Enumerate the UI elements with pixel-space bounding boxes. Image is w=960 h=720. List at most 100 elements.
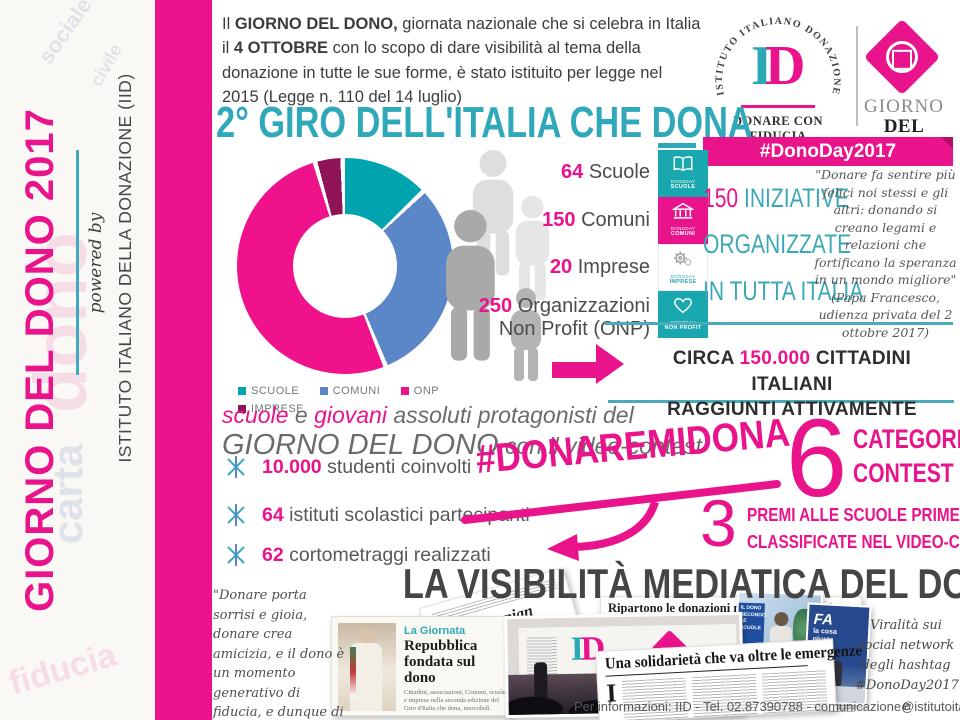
star-bullet-icon [227,456,245,478]
iniziative-text: ORGANIZZATE [703,229,852,260]
stat-value: 20 [549,256,573,278]
arrow-right-head [596,344,624,384]
stat-label: Scuole [583,161,650,183]
chart-legend: SCUOLE COMUNI ONP IMPRESE [238,382,498,418]
arrow-right-icon [552,362,598,378]
intro-bold: 4 OTTOBRE [233,39,329,58]
gears-icon [673,251,692,266]
stat-label: Organizzazioni [512,295,650,317]
stat-imprese: 20 Imprese [550,256,650,279]
premi-number: 3 [700,486,737,560]
intro-paragraph: Il GIORNO DEL DONO, giornata nazionale c… [222,12,702,110]
stat-label: Comuni [575,209,650,231]
legend-label: IMPRESE [251,403,305,415]
legend-swatch [238,387,246,395]
reach-number: 150.000 [739,348,811,369]
iniziative-block: 150 INIZIATIVE ORGANIZZATE IN TUTTA ITAL… [703,175,909,314]
swoosh-arrow-icon [461,480,781,561]
stat-value: 250 [478,295,513,317]
legend-item: COMUNI [319,385,381,397]
watermark-panel: sociale civile dono carta fiducia GIORNO… [0,0,155,720]
legend-swatch [319,387,328,395]
donut-hole [293,214,397,318]
iid-logo-letter-d: D [765,35,806,97]
bullet-studenti: 10.000 studenti coinvolti [224,455,471,479]
star-bullet-icon [227,504,245,526]
protagonists-big: GIORNO DEL DONO [222,429,499,461]
stat-scuole: 64 Scuole [561,161,650,184]
categorie-label: CATEGORIE [853,424,960,454]
quote-text: "Donare porta sorrisi e gioia, donare cr… [213,588,345,720]
intro-text: giornata nazionale che si celebra in Ita… [222,15,701,58]
stats-column: 64 Scuole 150 Comuni 20 Imprese 250 Orga… [455,0,650,400]
iid-logo-underline [741,105,815,108]
protagonists-pink: giovani [314,402,387,428]
divider-line [608,400,954,403]
la-giornata-clipping: La Giornata Repubblica fondata sul dono … [331,616,511,716]
stat-value: 64 [561,161,584,183]
legend-item: ONP [400,385,440,397]
iid-arc-text: ISTITUTO ITALIANO DONAZIONE [714,16,841,97]
star-bullet-icon [227,544,245,566]
legend-label: COMUNI [332,385,381,397]
intro-bold: GIORNO DEL DONO, [234,15,398,33]
giorno-del-dono-diamond-icon [863,18,941,96]
donoday-banner-text: #DonoDay2017 [759,141,897,162]
footer-contact: Per informazioni: IID - Tel. 02.87390788… [574,699,960,714]
book-icon [673,156,693,172]
people-silhouettes-icon [446,150,550,381]
badge-nonprofit: DONODAYNON PROFIT [658,291,708,338]
stat-value: 150 [542,209,576,231]
pope-photo [338,623,396,711]
iniziative-text: INIZIATIVE [738,183,849,213]
intro-text: Il [222,15,235,33]
legend-label: ONP [413,385,440,397]
iid-logo-letter-i: I [751,35,773,97]
sidebar-title: GIORNO DEL DONO 2017 [18,108,62,612]
legend-swatch [400,387,409,395]
badge-imprese: DONODAY IMPRESE [658,244,708,291]
legend-swatch [238,405,246,413]
premi-text: PREMI ALLE SCUOLE PRIME CLASSIFICATE NEL… [747,505,960,552]
legend-item: SCUOLE [238,385,299,397]
categorie-number: 6 [786,397,848,520]
clipping-headline: Repubblica fondata sul dono [404,638,478,686]
contest-label: CONTEST [853,458,954,488]
media-section-title: LA VISIBILITÀ MEDIATICA DEL DONO [402,560,960,607]
legend-item: IMPRESE [238,403,304,415]
stat-label: Imprese [572,256,650,278]
protagonists-pink: scuole [222,402,289,428]
title-underline-dash [658,143,696,148]
bank-icon [671,202,695,219]
protagonists-text: scuole e giovani assoluti protagonisti d… [222,402,702,461]
divider-line [605,322,953,325]
logo-divider [856,26,858,126]
watermark-text: sociale [33,0,97,69]
stat-onp: 250 Organizzazioni Non Profit (ONP) [479,295,650,341]
pink-accent-bar [155,0,212,720]
reach-statement: CIRCA 150.000 CITTADINI ITALIANI RAGGIUN… [667,348,917,421]
powered-by-label: powered by [86,212,106,314]
donoday-banner: #DonoDay2017 [703,137,953,166]
badge-column: DONODAY SCUOLE DONODAY COMUNI DONODAY IMPRE… [658,150,708,338]
legend-label: SCUOLE [251,385,300,397]
bullet-cortometraggi: 62 cortometraggi realizzati [224,543,491,567]
papa-quote: "Donare fa sentire più felici noi stessi… [813,166,958,341]
quote-attribution: (Papa Francesco, udienza privata del 2 o… [818,289,953,340]
intro-text: con lo scopo di dare visibilità al tema … [222,39,663,107]
tv-show-logo: FA [813,610,834,629]
mattarella-quote: "Donare porta sorrisi e gioia, donare cr… [213,586,347,720]
clipping-body: Cittadini, associazioni, Comuni, scuole … [404,689,506,713]
gdd-logo-line1: GIORNO [864,96,944,117]
section-title: 2° GIRO DELL'ITALIA CHE DONA [216,98,753,147]
donut-chart [237,158,453,374]
iniziative-number: 150 [703,183,739,213]
quote-text: "Donare fa sentire più felici noi stessi… [814,167,957,287]
clipping-kicker: La Giornata [404,625,466,637]
sidebar-divider-line [76,150,79,375]
badge-comuni: DONODAY COMUNI [658,197,708,244]
organization-label: ISTITUTO ITALIANO DELLA DONAZIONE (IID) [115,73,135,463]
iniziative-text: IN TUTTA ITALIA [703,275,864,306]
heart-icon [674,298,692,314]
